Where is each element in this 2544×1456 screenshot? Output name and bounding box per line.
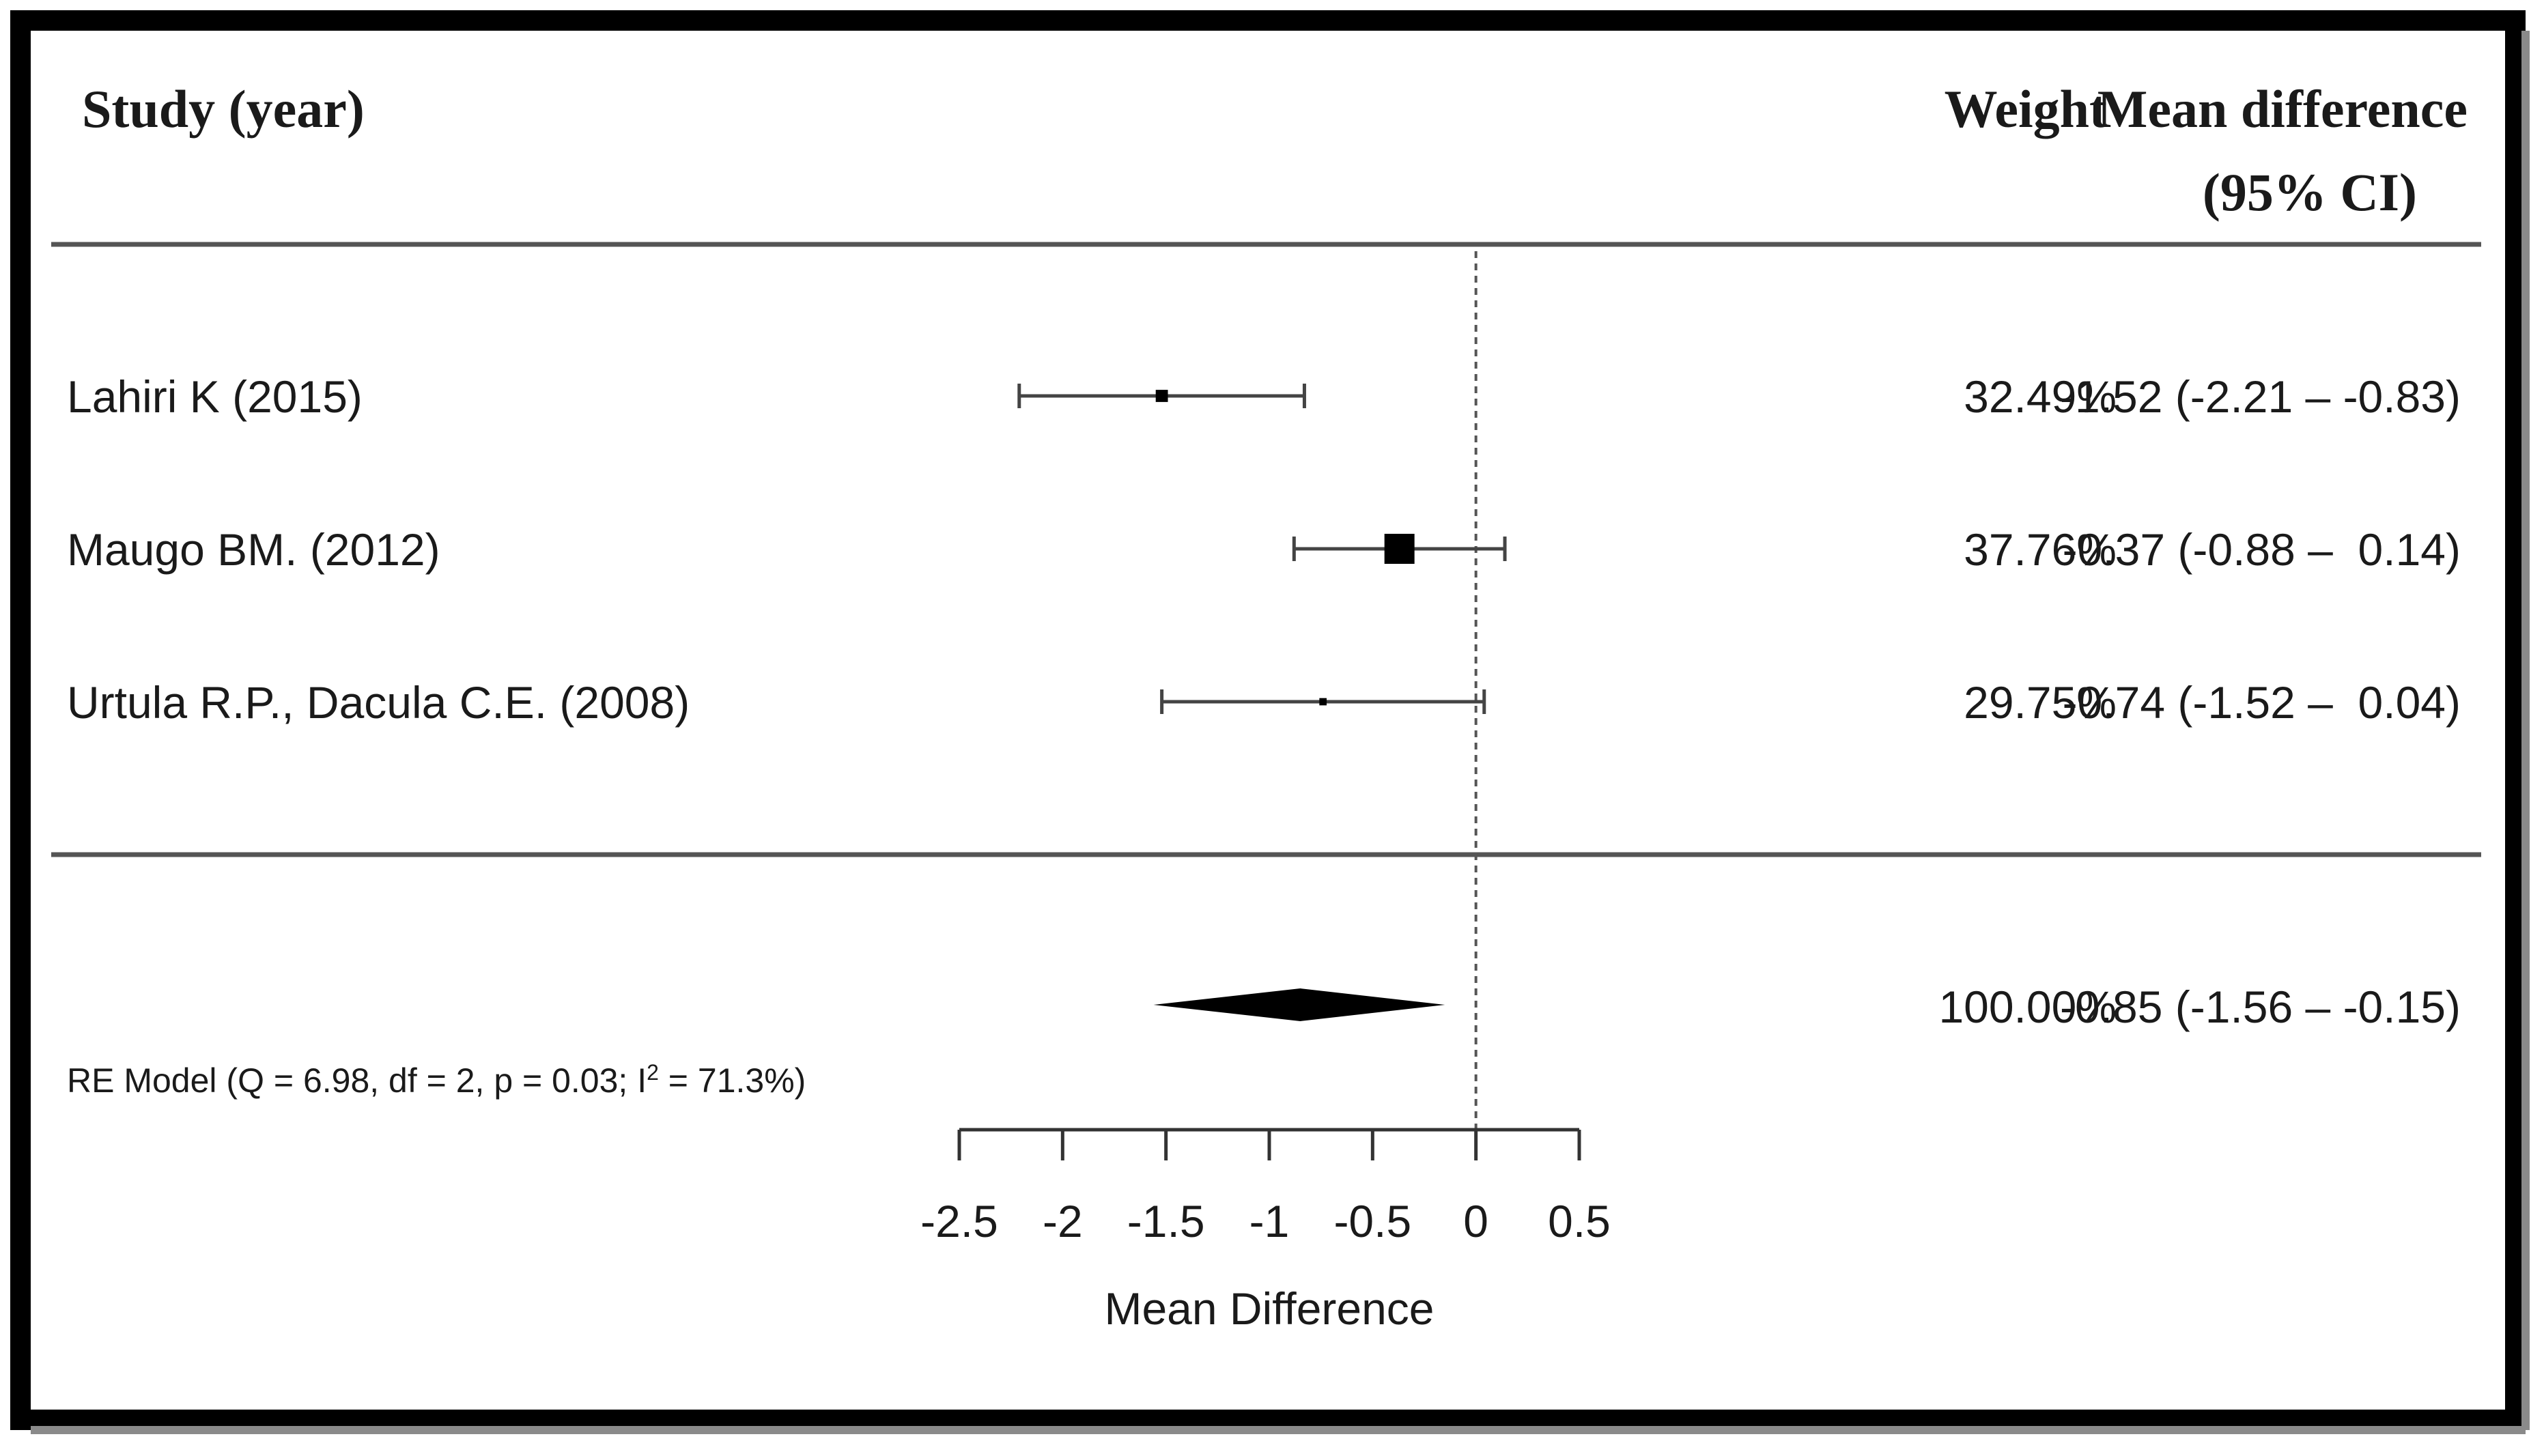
summary-row: RE Model (Q = 6.98, df = 2, p = 0.03; I2… <box>67 982 2461 1100</box>
summary-label: RE Model (Q = 6.98, df = 2, p = 0.03; I2… <box>67 1060 806 1100</box>
header-study: Study (year) <box>82 79 365 139</box>
summary-label-end: = 71.3%) <box>659 1061 806 1100</box>
x-axis-tick-label: 0 <box>1463 1196 1488 1246</box>
x-axis-tick-label: 0.5 <box>1548 1196 1611 1246</box>
header-ci: (95% CI) <box>2203 162 2417 222</box>
header-mean-difference: Mean difference <box>2097 79 2468 139</box>
x-axis-tick-label: -0.5 <box>1333 1196 1411 1246</box>
summary-diamond <box>1153 988 1445 1021</box>
study-weight: 32.49% <box>1964 371 2117 422</box>
study-point-estimate <box>1384 534 1415 564</box>
figure-frame <box>10 10 2526 1430</box>
study-weight: 37.76% <box>1964 524 2117 575</box>
summary-weight: 100.00% <box>1938 982 2117 1032</box>
x-axis-tick-label: -2 <box>1043 1196 1083 1246</box>
x-axis-tick-label: -1.5 <box>1127 1196 1205 1246</box>
x-axis: -2.5 -2 -1.5 -1 -0.5 0 0.5 <box>920 1128 1611 1246</box>
x-axis-tick-label: -1 <box>1249 1196 1290 1246</box>
summary-ci-text: -0.85 (-1.56 – -0.15) <box>2060 982 2461 1032</box>
study-ci-text: -0.74 (-1.52 – 0.04) <box>2063 677 2461 728</box>
x-axis-label: Mean Difference <box>1104 1283 1434 1334</box>
study-point-estimate <box>1319 698 1327 706</box>
study-row: Urtula R.P., Dacula C.E. (2008) 29.75% -… <box>67 677 2461 728</box>
study-row: Lahiri K (2015) 32.49% -1.52 (-2.21 – -0… <box>67 371 2461 422</box>
study-ci-text: -1.52 (-2.21 – -0.83) <box>2060 371 2461 422</box>
summary-label-main: RE Model (Q = 6.98, df = 2, p = 0.03; I <box>67 1061 647 1100</box>
study-label: Urtula R.P., Dacula C.E. (2008) <box>67 677 690 728</box>
header-weight: Weight <box>1945 79 2107 139</box>
study-ci-text: -0.37 (-0.88 – 0.14) <box>2063 524 2461 575</box>
study-weight: 29.75% <box>1964 677 2117 728</box>
study-point-estimate <box>1155 390 1168 402</box>
x-axis-tick-label: -2.5 <box>920 1196 998 1246</box>
study-row: Maugo BM. (2012) 37.76% -0.37 (-0.88 – 0… <box>67 524 2461 575</box>
study-label: Maugo BM. (2012) <box>67 524 440 575</box>
summary-label-sup: 2 <box>647 1060 659 1085</box>
study-label: Lahiri K (2015) <box>67 371 363 422</box>
